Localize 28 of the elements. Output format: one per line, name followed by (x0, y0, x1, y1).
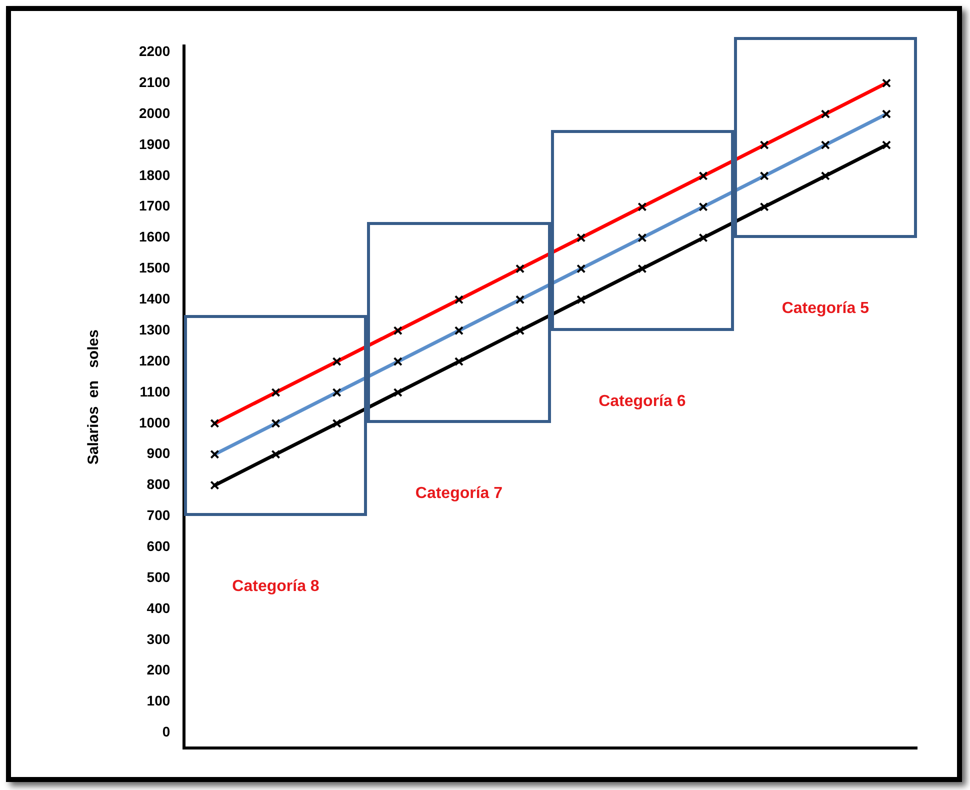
y-tick-label: 1500 (138, 260, 170, 276)
y-tick-label: 1700 (138, 198, 170, 214)
y-tick-label: 1000 (138, 414, 170, 430)
y-tick-label: 300 (146, 630, 170, 647)
y-tick-label: 100 (146, 692, 170, 709)
y-tick-label: 400 (146, 600, 170, 616)
y-tick-label: 2200 (138, 43, 170, 60)
y-tick-label: 500 (146, 568, 170, 585)
y-tick-label: 1200 (138, 352, 170, 368)
y-tick-label: 0 (162, 724, 170, 740)
y-tick-label: 2000 (138, 104, 170, 121)
y-tick-label: 600 (146, 538, 170, 554)
annotation: Categoría 5 (782, 300, 869, 318)
y-tick-label: 900 (146, 445, 170, 462)
y-tick-label: 200 (146, 662, 170, 678)
annotation: Categoría 6 (598, 392, 686, 411)
y-tick-label: 1400 (138, 290, 170, 307)
y-tick-label: 1800 (138, 166, 170, 183)
annotation: Categoría 8 (232, 578, 320, 596)
y-tick-label: 1100 (140, 383, 170, 400)
y-tick-label: 1600 (138, 228, 170, 245)
annotation: Categoría 7 (415, 485, 503, 504)
y-tick-label: 800 (146, 476, 170, 492)
y-tick-label: 1900 (138, 136, 170, 152)
y-axis-title: Salarios en soles (85, 330, 102, 465)
y-tick-label: 2100 (138, 74, 170, 90)
y-tick-label: 1300 (138, 321, 170, 338)
y-tick-label: 700 (146, 507, 170, 524)
